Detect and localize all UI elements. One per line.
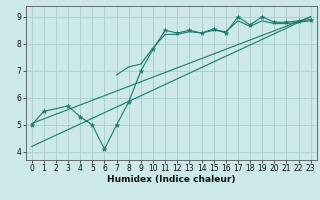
X-axis label: Humidex (Indice chaleur): Humidex (Indice chaleur) <box>107 175 236 184</box>
